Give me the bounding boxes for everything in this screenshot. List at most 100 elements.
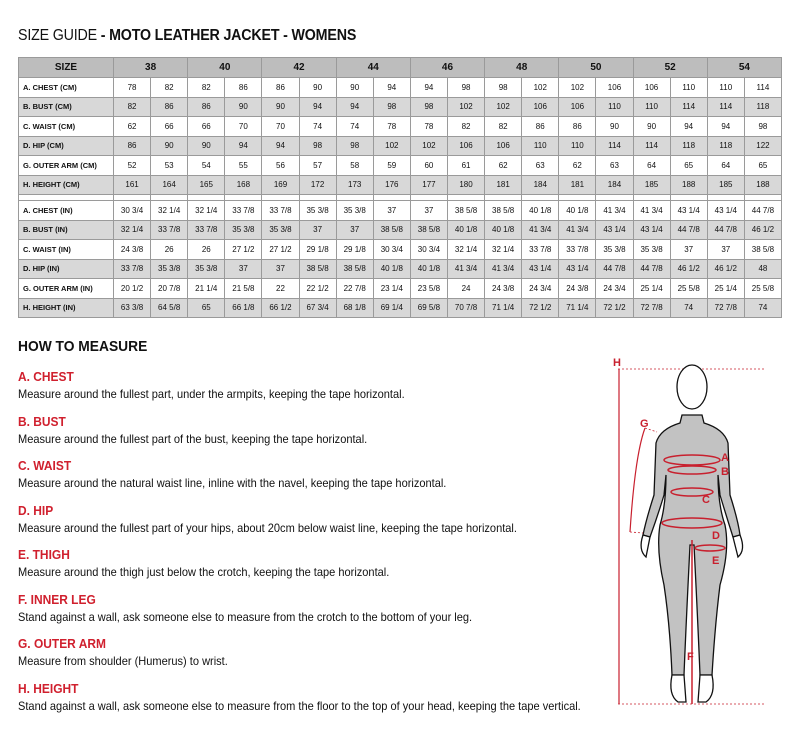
table-cell: 184 <box>595 174 634 195</box>
table-cell: 181 <box>558 174 597 195</box>
table-row: G. OUTER ARM (CM) 52 53 54 55 56 57 58 59 60 61 62 6… <box>18 155 783 176</box>
table-cell: 106 <box>632 77 671 98</box>
table-cell: 30 3/4 <box>112 200 152 221</box>
measure-item: E. THIGH Measure around the thigh just be… <box>18 546 422 579</box>
table-row: A. CHEST (CM) 78 82 82 86 86 90 90 94 94 98 98 102 10… <box>18 77 783 98</box>
table-cell: 25 1/4 <box>706 278 745 299</box>
marker-f: F <box>687 651 694 663</box>
table-cell: 66 <box>150 116 189 137</box>
table-cell: 54 <box>187 155 226 176</box>
table-cell: 35 3/8 <box>595 239 634 260</box>
table-cell: 43 1/4 <box>706 200 745 221</box>
table-cell: 78 <box>409 116 448 137</box>
table-row: B. BUST (IN) 32 1/4 33 7/8 33 7/8 35 3/8 35 3… <box>18 219 783 240</box>
table-cell: 33 7/8 <box>261 200 300 221</box>
table-cell: 35 3/8 <box>298 200 337 221</box>
table-cell: 86 <box>558 116 597 137</box>
table-cell: 82 <box>112 96 152 117</box>
table-cell: 25 1/4 <box>632 278 671 299</box>
table-cell: 29 1/8 <box>298 239 337 260</box>
table-cell: 63 <box>595 155 634 176</box>
marker-a: A <box>721 452 729 464</box>
table-cell: 86 <box>187 96 226 117</box>
table-cell: 98 <box>372 96 411 117</box>
table-cell: 110 <box>595 96 634 117</box>
table-cell: 33 7/8 <box>112 258 152 279</box>
table-cell: 26 <box>187 239 226 260</box>
table-cell: 38 5/8 <box>743 239 783 260</box>
table-cell: 41 3/4 <box>484 258 523 279</box>
table-cell: 72 7/8 <box>706 297 745 318</box>
table-cell: 27 1/2 <box>261 239 300 260</box>
table-cell: 173 <box>335 174 374 195</box>
table-cell: 110 <box>706 77 745 98</box>
table-cell: 94 <box>409 77 448 98</box>
table-cell: 22 1/2 <box>298 278 337 299</box>
row-label: D. HIP (IN) <box>18 258 114 279</box>
size-header-54: 54 <box>706 57 783 78</box>
table-cell: 118 <box>743 96 783 117</box>
table-cell: 70 <box>261 116 300 137</box>
measure-item-text: Measure from shoulder (Humerus) to wrist… <box>18 654 228 668</box>
table-row: C. WAIST (IN) 24 3/8 26 26 27 1/2 27 1/2 29 1/… <box>18 239 783 260</box>
table-cell: 24 <box>446 278 486 299</box>
table-cell: 114 <box>595 135 634 156</box>
table-cell: 41 3/4 <box>632 200 671 221</box>
table-cell: 40 1/8 <box>409 258 448 279</box>
table-cell: 176 <box>372 174 411 195</box>
table-cell: 68 1/8 <box>335 297 374 318</box>
table-cell: 72 7/8 <box>632 297 671 318</box>
table-cell: 65 <box>669 155 708 176</box>
table-cell: 70 <box>224 116 263 137</box>
table-cell: 102 <box>484 96 523 117</box>
table-cell: 60 <box>409 155 448 176</box>
table-cell: 62 <box>558 155 597 176</box>
spacer-cell <box>743 194 783 201</box>
table-cell: 32 1/4 <box>484 239 523 260</box>
table-cell: 20 7/8 <box>150 278 189 299</box>
table-cell: 37 <box>298 219 337 240</box>
row-label: C. WAIST (CM) <box>18 116 114 137</box>
table-cell: 22 <box>261 278 300 299</box>
table-cell: 43 1/4 <box>558 258 597 279</box>
table-cell: 110 <box>521 135 560 156</box>
table-cell: 67 3/4 <box>298 297 337 318</box>
table-cell: 21 1/4 <box>187 278 226 299</box>
table-cell: 57 <box>298 155 337 176</box>
how-to-measure-heading: HOW TO MEASURE <box>18 338 148 355</box>
table-cell: 165 <box>187 174 226 195</box>
table-cell: 30 3/4 <box>409 239 448 260</box>
table-cell: 86 <box>112 135 152 156</box>
table-cell: 65 <box>187 297 226 318</box>
table-row: A. CHEST (IN) 30 3/4 32 1/4 32 1/4 33 7/8 33 … <box>18 200 783 221</box>
table-cell: 90 <box>298 77 337 98</box>
table-cell: 90 <box>150 135 189 156</box>
measure-item-label: E. THIGH <box>18 547 70 562</box>
table-cell: 35 3/8 <box>335 200 374 221</box>
table-cell: 30 3/4 <box>372 239 411 260</box>
table-cell: 98 <box>743 116 783 137</box>
table-cell: 58 <box>335 155 374 176</box>
table-cell: 98 <box>298 135 337 156</box>
table-cell: 114 <box>632 135 671 156</box>
table-cell: 74 <box>743 297 783 318</box>
table-cell: 185 <box>706 174 745 195</box>
table-cell: 90 <box>224 96 263 117</box>
table-cell: 62 <box>484 155 523 176</box>
table-cell: 55 <box>224 155 263 176</box>
measure-item: A. CHEST Measure around the fullest part,… <box>18 368 438 401</box>
measure-item: D. HIP Measure around the fullest part of… <box>18 502 560 535</box>
table-cell: 74 <box>298 116 337 137</box>
table-cell: 38 5/8 <box>484 200 523 221</box>
table-cell: 20 1/2 <box>112 278 152 299</box>
table-cell: 44 7/8 <box>595 258 634 279</box>
table-cell: 110 <box>632 96 671 117</box>
table-cell: 98 <box>335 135 374 156</box>
table-cell: 35 3/8 <box>150 258 189 279</box>
row-label: H. HEIGHT (CM) <box>18 174 114 195</box>
row-label: A. CHEST (CM) <box>18 77 114 98</box>
table-cell: 40 1/8 <box>521 200 560 221</box>
title-prefix: SIZE GUIDE <box>18 27 97 44</box>
measure-item-text: Measure around the thigh just below the … <box>18 565 390 579</box>
table-cell: 90 <box>261 96 300 117</box>
